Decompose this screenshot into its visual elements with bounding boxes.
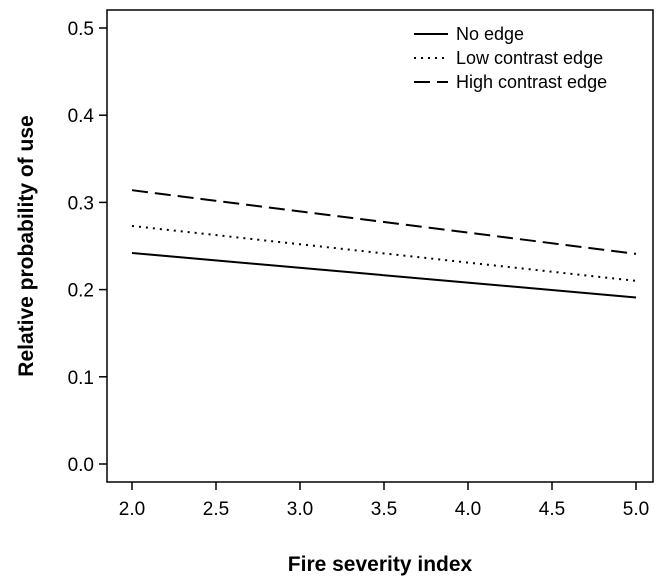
- y-tick-label: 0.1: [68, 368, 94, 389]
- x-tick-label: 4.5: [539, 499, 565, 520]
- x-axis-title: Fire severity index: [288, 553, 473, 576]
- plot-frame: [106, 9, 654, 483]
- y-tick-label: 0.3: [68, 193, 94, 214]
- y-tick-label: 0.0: [68, 455, 94, 476]
- legend-label-3: High contrast edge: [456, 72, 607, 92]
- y-axis-title: Relative probability of use: [15, 115, 38, 376]
- y-tick-label: 0.2: [68, 281, 94, 302]
- legend: No edge Low contrast edge High contrast ed…: [414, 24, 607, 92]
- x-tick-label: 2.0: [119, 499, 145, 520]
- series-layer: [131, 189, 637, 299]
- series-line-3: [131, 189, 637, 255]
- y-tick-label: 0.4: [68, 106, 95, 127]
- series-line-2: [131, 224, 637, 282]
- legend-label-2: Low contrast edge: [456, 48, 603, 68]
- x-tick-label: 3.0: [287, 499, 313, 520]
- x-tick-label: 5.0: [623, 499, 649, 520]
- y-axis: 0.0 0.1 0.2 0.3 0.4 0.5: [68, 19, 107, 476]
- series-line-1: [131, 251, 637, 299]
- legend-label-1: No edge: [456, 24, 524, 44]
- y-tick-label: 0.5: [68, 19, 94, 40]
- x-axis: 2.0 2.5 3.0 3.5 4.0 4.5 5.0: [119, 482, 649, 520]
- x-tick-label: 4.0: [455, 499, 481, 520]
- x-tick-label: 2.5: [203, 499, 229, 520]
- x-tick-label: 3.5: [371, 499, 397, 520]
